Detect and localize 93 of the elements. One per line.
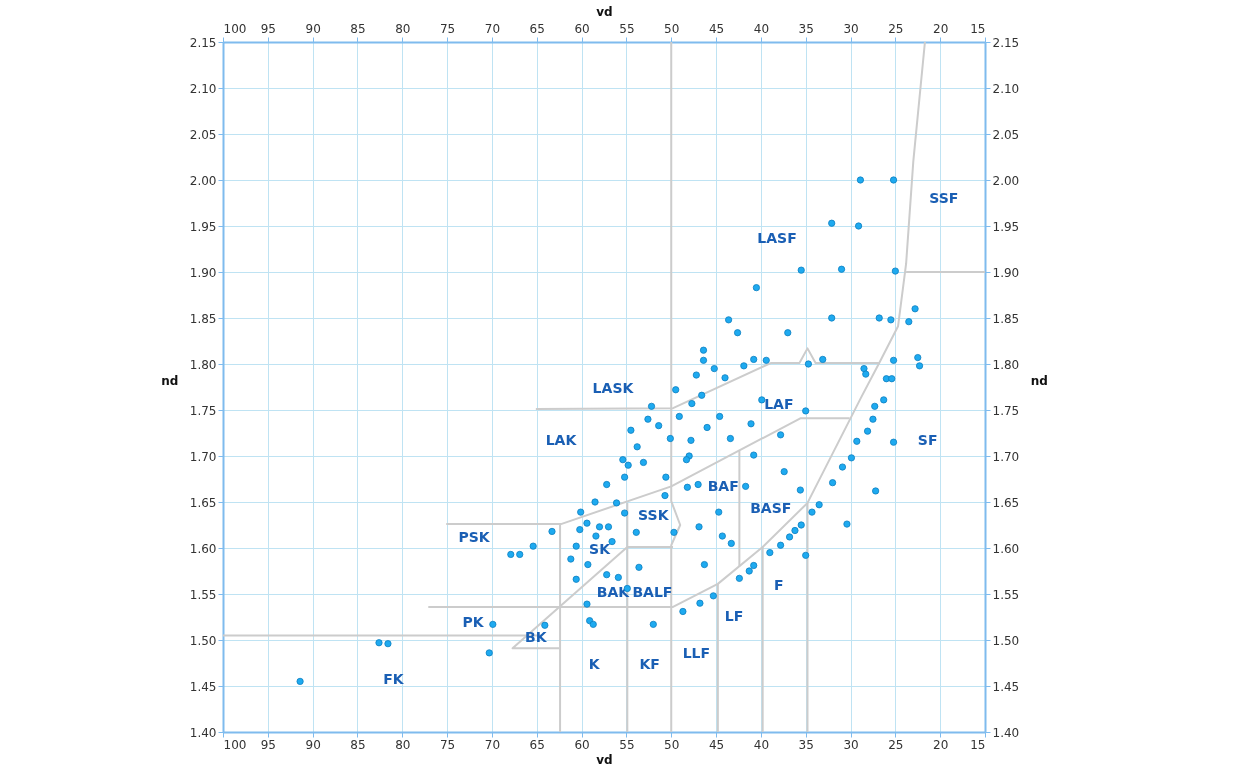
y-tick-label: 1.40 xyxy=(189,725,217,740)
y2-tick-label: 1.65 xyxy=(992,495,1020,510)
x-tick-label: 80 xyxy=(395,737,411,752)
annotation: BAF xyxy=(707,478,739,495)
annotation: LLF xyxy=(682,644,711,661)
y2-tick-label: 1.45 xyxy=(992,679,1020,694)
y2-tick-label: 2.10 xyxy=(992,81,1020,96)
y2-tick-label: 1.75 xyxy=(992,403,1020,418)
annotation: BAK xyxy=(596,584,631,601)
y-tick-label: 1.75 xyxy=(189,403,217,418)
annotation: SF xyxy=(917,432,938,449)
x2-tick-label: 85 xyxy=(350,21,366,36)
y2-tick-label: 1.80 xyxy=(992,357,1020,372)
annotation: FK xyxy=(383,671,405,688)
y-tick-label: 1.90 xyxy=(189,265,217,280)
x-axis-title: vd xyxy=(596,752,613,767)
x-tick-label: 60 xyxy=(574,737,590,752)
y-tick-label: 1.95 xyxy=(189,219,217,234)
y2-tick-label: 2.05 xyxy=(992,127,1020,142)
x-tick-label: 45 xyxy=(708,737,725,752)
x2-tick-label: 65 xyxy=(529,21,545,36)
annotation: BALF xyxy=(632,584,673,601)
x2-tick-label: 90 xyxy=(305,21,321,36)
y-tick-label: 2.15 xyxy=(189,35,217,50)
x2-tick-label: 40 xyxy=(753,21,770,36)
x-tick-label: 95 xyxy=(260,737,276,752)
x-tick-label: 25 xyxy=(888,737,904,752)
annotation: PSK xyxy=(458,528,491,545)
x-tick-label: 75 xyxy=(439,737,456,752)
x2-tick-label: 15 xyxy=(970,21,986,36)
y-tick-label: 1.80 xyxy=(189,357,217,372)
annotation: KF xyxy=(639,655,660,672)
annotation: LAK xyxy=(545,432,578,449)
x2-tick-label: 100 xyxy=(223,21,247,36)
x2-tick-label: 70 xyxy=(484,21,501,36)
annotation: F xyxy=(774,576,784,593)
annotation: LF xyxy=(724,608,744,624)
x-tick-label: 35 xyxy=(798,737,814,752)
x2-tick-label: 60 xyxy=(574,21,590,36)
x-tick-label: 90 xyxy=(305,737,321,752)
y2-tick-label: 1.55 xyxy=(992,587,1020,602)
y-tick-label: 1.50 xyxy=(189,633,217,648)
y-tick-label: 1.55 xyxy=(189,587,217,602)
y2-tick-label: 2.00 xyxy=(992,173,1020,188)
y-axis-title: nd xyxy=(161,373,179,388)
x-tick-label: 70 xyxy=(484,737,501,752)
annotation: LASF xyxy=(757,229,797,246)
x-tick-label: 50 xyxy=(664,737,680,752)
x2-tick-label: 30 xyxy=(843,21,859,36)
x-tick-label: 20 xyxy=(933,737,949,752)
x2-tick-label: 45 xyxy=(708,21,725,36)
x2-tick-label: 50 xyxy=(664,21,680,36)
y-tick-label: 1.85 xyxy=(189,311,217,326)
y2-tick-label: 1.70 xyxy=(992,449,1020,464)
y2-tick-label: 1.95 xyxy=(992,219,1020,234)
x2-tick-label: 35 xyxy=(798,21,814,36)
x2-axis-title: vd xyxy=(596,4,613,19)
annotation: SSK xyxy=(638,506,670,523)
annotation: SK xyxy=(589,540,612,557)
x-tick-label: 55 xyxy=(619,737,635,752)
x-tick-label: 40 xyxy=(753,737,770,752)
y-tick-label: 1.65 xyxy=(189,495,217,510)
y2-tick-label: 1.50 xyxy=(992,633,1020,648)
x-tick-label: 15 xyxy=(970,737,986,752)
y-tick-label: 2.05 xyxy=(189,127,217,142)
y2-axis-title: nd xyxy=(1030,373,1048,388)
y2-tick-label: 1.40 xyxy=(992,725,1020,740)
y2-tick-label: 1.60 xyxy=(992,541,1020,556)
x-tick-label: 85 xyxy=(350,737,366,752)
x-tick-label: 30 xyxy=(843,737,859,752)
x2-tick-label: 95 xyxy=(260,21,276,36)
annotation: SSF xyxy=(929,190,959,207)
y-tick-label: 1.60 xyxy=(189,541,217,556)
y2-tick-label: 1.90 xyxy=(992,265,1020,280)
x2-tick-label: 55 xyxy=(619,21,635,36)
annotation: K xyxy=(588,655,601,672)
y2-tick-label: 1.85 xyxy=(992,311,1020,326)
y-tick-label: 2.10 xyxy=(189,81,217,96)
annotation: LASK xyxy=(592,379,635,396)
x-tick-label: 65 xyxy=(529,737,545,752)
annotation: LAF xyxy=(764,396,794,413)
annotation: BK xyxy=(525,629,548,646)
annotation: PK xyxy=(462,614,485,631)
y-tick-label: 1.45 xyxy=(189,679,217,694)
x2-tick-label: 80 xyxy=(395,21,411,36)
y-tick-label: 1.70 xyxy=(189,449,217,464)
y-tick-label: 2.00 xyxy=(189,173,217,188)
y2-tick-label: 2.15 xyxy=(992,35,1020,50)
x2-tick-label: 25 xyxy=(888,21,904,36)
x2-tick-label: 75 xyxy=(439,21,456,36)
x2-tick-label: 20 xyxy=(933,21,949,36)
annotation: BASF xyxy=(750,500,792,517)
x-tick-label: 100 xyxy=(223,737,247,752)
